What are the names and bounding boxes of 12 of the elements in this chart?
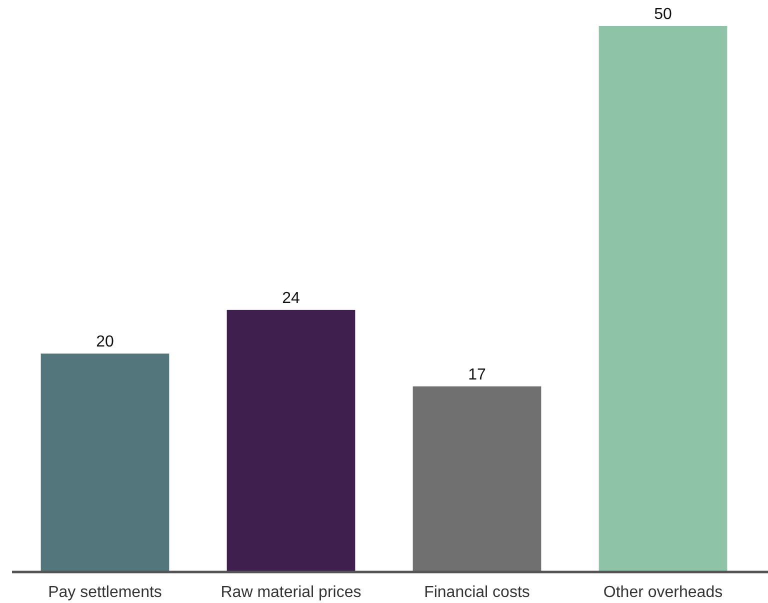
x-tick-label: Raw material prices [220,584,362,601]
data-label: 20 [96,334,114,351]
x-tick-label: Other overheads [603,584,723,601]
x-tick-label: Financial costs [424,584,530,601]
data-label: 17 [468,366,486,384]
bar [598,26,728,572]
x-tick-label: Pay settlements [48,584,162,601]
data-label: 24 [282,290,300,307]
bar [40,354,170,572]
data-label: 50 [654,6,672,23]
bar [226,310,356,572]
bar [412,386,542,572]
